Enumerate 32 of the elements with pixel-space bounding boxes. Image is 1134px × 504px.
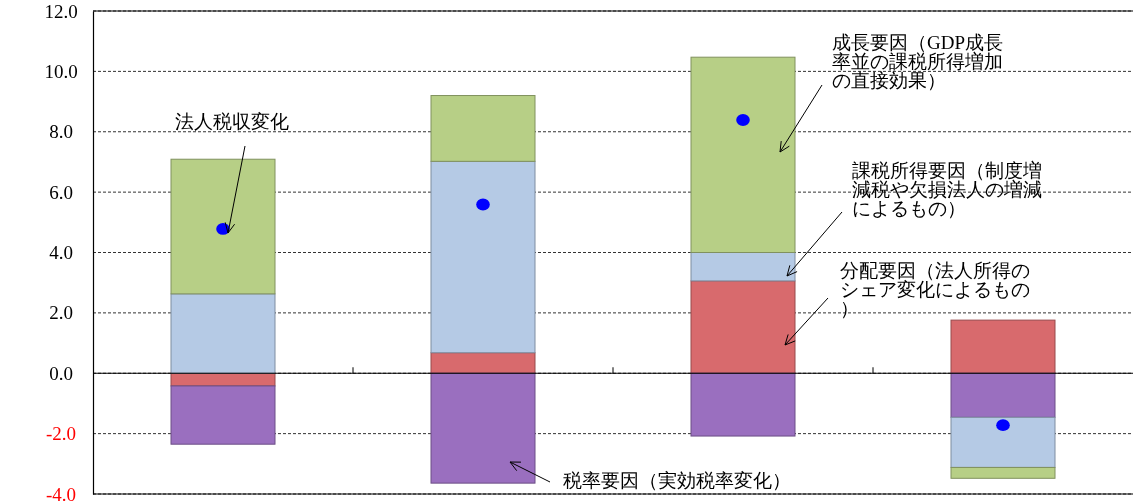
bar (950, 416, 1056, 468)
y-tick-label: 10.0 (44, 60, 78, 82)
bar (950, 372, 1056, 418)
bar (170, 158, 276, 295)
text: 法人税収変化 (175, 111, 289, 132)
bar (430, 372, 536, 484)
bar (430, 160, 536, 354)
y-tick-label: 0.0 (49, 362, 73, 384)
bar (170, 293, 276, 374)
y-tick-label: -2.0 (45, 423, 77, 445)
bar (950, 319, 1056, 374)
text: 課税所得要因（制度増減税や欠損法人の増減によるもの） (852, 160, 1042, 219)
bar (430, 95, 536, 162)
series-label: 税率要因（実効税率変化） (563, 470, 791, 491)
series-label: 分配要因（法人所得のシェア変化によるもの） (840, 260, 1030, 319)
y-tick-label: -4.0 (45, 483, 77, 504)
point (476, 198, 490, 211)
bar (690, 372, 796, 437)
y-tick-label: 6.0 (49, 181, 73, 203)
y-tick-label: 12.0 (44, 0, 78, 22)
bar (170, 385, 276, 445)
series-label: 成長要因（GDP成長率並の課税所得増加の直接効果） (832, 32, 1004, 91)
point (996, 419, 1010, 432)
y-tick-label: 2.0 (49, 302, 73, 324)
bar (430, 352, 536, 374)
bar (690, 252, 796, 282)
y-tick-label: 4.0 (49, 242, 73, 264)
bar (690, 280, 796, 374)
y-tick-label: 8.0 (49, 121, 73, 143)
point (736, 114, 750, 126)
bar (690, 56, 796, 253)
bar (950, 466, 1056, 479)
